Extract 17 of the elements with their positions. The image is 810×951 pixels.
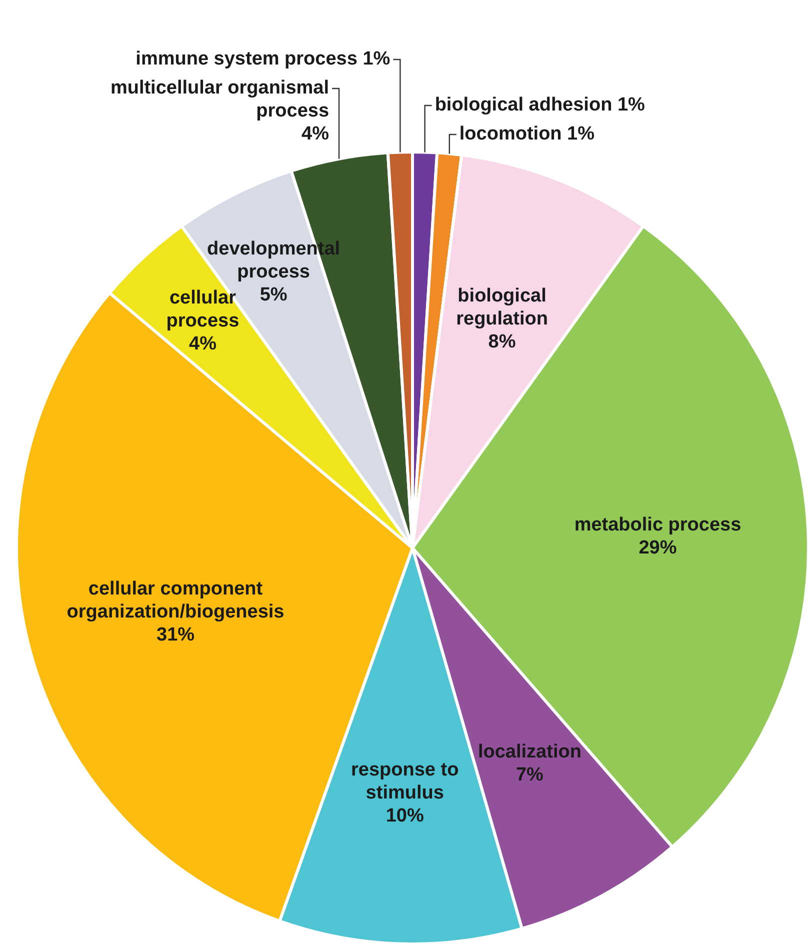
data-label: 7% xyxy=(516,764,544,786)
slice-label: locomotion 1% xyxy=(459,124,595,145)
data-label: 29% xyxy=(638,537,677,558)
data-label: 31% xyxy=(156,624,195,646)
data-label: 5% xyxy=(260,284,288,306)
slice-label: biological regulation xyxy=(456,286,548,330)
slice-label: biological adhesion 1% xyxy=(434,94,646,116)
slice-label: localization xyxy=(478,741,582,762)
slice-label: metabolic process xyxy=(574,514,742,536)
slice-label: multicellular organismal process xyxy=(110,78,330,122)
data-label: 10% xyxy=(386,806,424,827)
data-label: 4% xyxy=(302,124,330,145)
data-label: 8% xyxy=(488,332,516,353)
slice-label: immune system process 1% xyxy=(136,48,390,70)
slice-label: response to stimulus xyxy=(351,760,459,804)
slice-label: cellular component organization/biogenesis xyxy=(66,578,284,622)
data-label: 4% xyxy=(189,334,217,354)
